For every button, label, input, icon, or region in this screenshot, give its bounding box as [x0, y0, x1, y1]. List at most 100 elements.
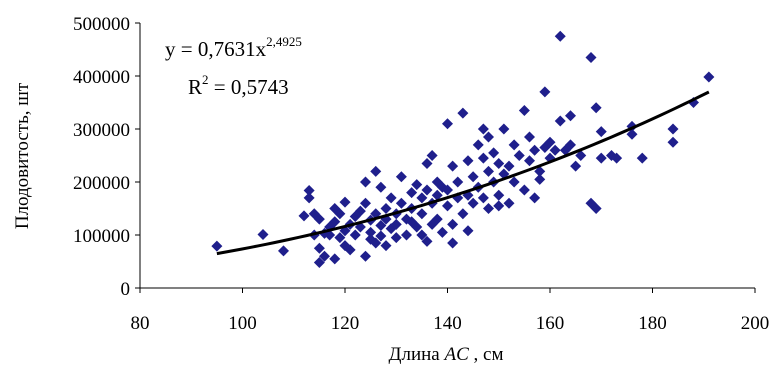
data-point	[518, 104, 530, 116]
data-point	[395, 197, 407, 209]
x-tick-label: 160	[536, 313, 565, 334]
data-point	[467, 171, 479, 183]
data-point	[360, 176, 371, 188]
data-point	[421, 157, 433, 169]
data-point	[344, 244, 356, 256]
data-point	[365, 226, 377, 238]
data-point	[375, 219, 387, 231]
data-point	[298, 210, 310, 222]
data-point	[447, 237, 459, 249]
data-point	[575, 150, 587, 161]
data-point	[544, 136, 556, 148]
data-point	[360, 250, 371, 262]
data-point	[590, 203, 602, 214]
data-point	[467, 197, 479, 209]
data-point	[518, 184, 530, 196]
data-point	[390, 218, 402, 230]
data-point	[667, 123, 679, 135]
data-point	[447, 218, 459, 230]
data-point	[431, 213, 443, 225]
data-point	[549, 144, 561, 156]
data-point	[406, 187, 418, 199]
data-point	[585, 51, 597, 63]
trend-equation: y = 0,7631x2,4925	[165, 34, 302, 61]
data-point	[626, 128, 638, 140]
data-point	[503, 197, 515, 209]
y-tick-label: 0	[121, 279, 131, 300]
data-point	[416, 192, 428, 204]
x-axis-title: Длина AC , см	[389, 344, 504, 365]
equation-base: y = 0,7631x	[165, 37, 267, 61]
data-point	[472, 139, 484, 151]
data-point	[554, 30, 566, 42]
axes	[135, 22, 756, 293]
x-tick-label: 200	[741, 313, 770, 334]
data-point	[524, 131, 535, 143]
data-point	[539, 86, 551, 98]
data-point	[462, 155, 474, 167]
data-point	[703, 71, 715, 83]
data-point	[457, 208, 469, 220]
data-point	[313, 257, 325, 269]
data-point	[278, 245, 289, 257]
data-point	[442, 184, 453, 196]
data-point	[529, 192, 541, 204]
y-tick-label: 500000	[73, 14, 130, 35]
data-point	[529, 144, 541, 156]
data-point	[416, 208, 428, 220]
x-axis-title-main: Длина	[389, 344, 445, 365]
x-axis-title-unit: , см	[469, 344, 504, 365]
x-tick-label: 100	[228, 313, 257, 334]
data-point	[411, 179, 423, 191]
data-point	[457, 107, 469, 119]
data-point	[590, 102, 602, 114]
data-point	[375, 181, 387, 193]
data-point	[488, 147, 500, 159]
x-axis-title-var: AC	[442, 344, 469, 365]
data-point	[452, 176, 464, 188]
data-point	[329, 216, 341, 228]
data-point	[380, 203, 392, 214]
data-point	[483, 131, 494, 143]
data-point	[375, 230, 387, 242]
data-point	[442, 200, 453, 212]
y-axis-title: Плодовитость, шт	[12, 82, 33, 229]
data-point	[411, 221, 423, 233]
data-point	[354, 205, 366, 217]
r2-prefix: R	[188, 75, 202, 99]
data-point	[626, 120, 638, 132]
data-point	[436, 226, 448, 238]
data-point	[636, 152, 648, 164]
data-point	[493, 200, 505, 212]
data-point	[513, 150, 525, 161]
data-point	[431, 189, 443, 201]
x-tick-label: 80	[131, 313, 150, 334]
data-point	[257, 228, 269, 240]
data-point	[462, 225, 474, 237]
equation-exponent: 2,4925	[266, 34, 302, 49]
x-tick-label: 180	[638, 313, 667, 334]
data-point	[534, 173, 546, 185]
r-squared: R2 = 0,5743	[188, 72, 289, 99]
data-point	[503, 160, 515, 172]
data-point	[211, 240, 223, 252]
data-point	[570, 160, 582, 172]
data-point	[421, 184, 433, 196]
data-point	[313, 213, 325, 225]
data-point	[313, 242, 325, 254]
data-point	[493, 157, 505, 169]
y-tick-label: 300000	[73, 120, 130, 141]
tick-labels: 0 100000 200000 300000 400000 500000 80 100 120 1…	[73, 14, 769, 334]
data-point	[416, 229, 428, 241]
data-point	[380, 240, 392, 252]
x-tick-label: 120	[331, 313, 360, 334]
data-point	[595, 126, 607, 138]
y-tick-label: 400000	[73, 67, 130, 88]
data-point	[442, 118, 453, 130]
data-point	[534, 165, 546, 177]
data-point	[349, 229, 361, 241]
x-tick-label: 140	[433, 313, 462, 334]
data-point	[508, 139, 520, 151]
r2-value: = 0,5743	[209, 75, 289, 99]
y-tick-label: 100000	[73, 226, 130, 247]
